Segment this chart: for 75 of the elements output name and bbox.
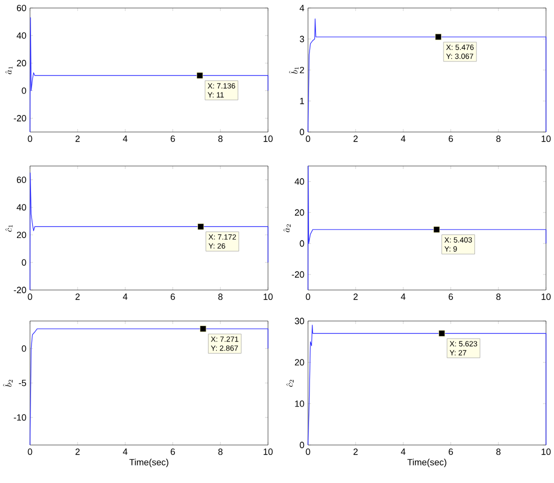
y-axis-title: $\hat{b}_2$ <box>2 380 13 387</box>
x-tick-label: 4 <box>400 448 406 455</box>
line-series <box>30 328 268 446</box>
x-tick-label: 4 <box>400 294 406 300</box>
x-tick-label: 10 <box>264 294 273 300</box>
x-axis-title: Time(sec) <box>407 458 446 468</box>
y-tick-label: 20 <box>16 60 26 66</box>
y-axis-title: $\hat{a}_1$ <box>5 66 13 74</box>
y-tick-label: -20 <box>14 115 26 122</box>
y-tick-label: 2 <box>300 66 304 74</box>
x-tick-label: 2 <box>354 448 358 455</box>
y-axis-title: $\hat{c}_2$ <box>286 380 294 387</box>
y-tick-label: 60 <box>16 176 26 183</box>
y-tick-label: 40 <box>16 32 26 39</box>
line-series <box>308 18 546 132</box>
y-tick-label: 0 <box>22 345 26 352</box>
x-tick-label: 2 <box>354 294 358 300</box>
y-tick-label: -20 <box>14 286 26 294</box>
y-tick-label: -5 <box>18 380 26 386</box>
y-axis-title: $\hat{a}_2$ <box>283 224 291 232</box>
x-tick-label: 8 <box>218 448 223 455</box>
y-tick-label: 1 <box>300 98 304 104</box>
y-tick-label: 20 <box>16 232 26 238</box>
x-tick-label: 6 <box>170 136 175 142</box>
line-series <box>30 17 268 132</box>
y-tick-label: -20 <box>292 271 304 278</box>
x-tick-label: 0 <box>306 448 310 455</box>
x-tick-label: 6 <box>170 294 175 300</box>
x-tick-label: 8 <box>218 294 223 300</box>
y-tick-label: 0 <box>300 442 304 448</box>
y-tick-label: 0 <box>22 87 26 94</box>
x-tick-label: 4 <box>122 294 128 300</box>
x-tick-label: 2 <box>76 448 80 455</box>
x-axis-title: Time(sec) <box>129 458 168 468</box>
y-tick-label: 0 <box>300 240 304 247</box>
y-tick-label: 60 <box>16 4 26 12</box>
line-series <box>308 166 546 290</box>
x-tick-label: 0 <box>28 448 32 455</box>
x-tick-label: 10 <box>542 448 551 455</box>
x-tick-label: 6 <box>448 448 453 455</box>
y-axis-title: $\hat{b}_1$ <box>288 67 299 74</box>
x-tick-label: 8 <box>496 448 501 455</box>
y-tick-label: 20 <box>294 209 304 216</box>
x-tick-label: 10 <box>264 136 273 142</box>
x-tick-label: 6 <box>448 136 453 142</box>
x-tick-label: 8 <box>496 294 501 300</box>
y-tick-label: 30 <box>294 318 304 324</box>
line-series <box>308 324 546 446</box>
y-tick-label: 0 <box>22 259 26 266</box>
x-tick-label: 6 <box>448 294 453 300</box>
y-tick-label: 4 <box>300 4 304 12</box>
x-tick-label: 10 <box>542 136 551 142</box>
x-tick-label: 4 <box>400 136 406 142</box>
x-tick-label: 0 <box>306 294 310 300</box>
x-tick-label: 4 <box>122 136 128 142</box>
x-tick-label: 0 <box>306 136 310 142</box>
x-tick-label: 2 <box>354 136 358 142</box>
x-tick-label: 0 <box>28 136 32 142</box>
x-tick-label: 8 <box>218 136 223 142</box>
y-tick-label: -10 <box>14 414 26 421</box>
x-tick-label: 10 <box>542 294 551 300</box>
y-axis-title: $\hat{c}_1$ <box>5 225 13 232</box>
y-tick-label: 40 <box>294 178 304 185</box>
x-tick-label: 6 <box>170 448 175 455</box>
x-tick-label: 4 <box>122 448 128 455</box>
x-tick-label: 2 <box>76 294 80 300</box>
y-tick-label: 3 <box>300 36 304 42</box>
x-tick-label: 0 <box>28 294 32 300</box>
y-tick-label: 10 <box>295 400 304 407</box>
x-tick-label: 8 <box>496 136 501 142</box>
y-tick-label: 40 <box>16 204 26 211</box>
x-tick-label: 2 <box>76 136 80 142</box>
y-tick-label: 20 <box>294 359 304 366</box>
y-tick-label: 0 <box>300 128 304 136</box>
x-tick-label: 10 <box>264 448 273 455</box>
